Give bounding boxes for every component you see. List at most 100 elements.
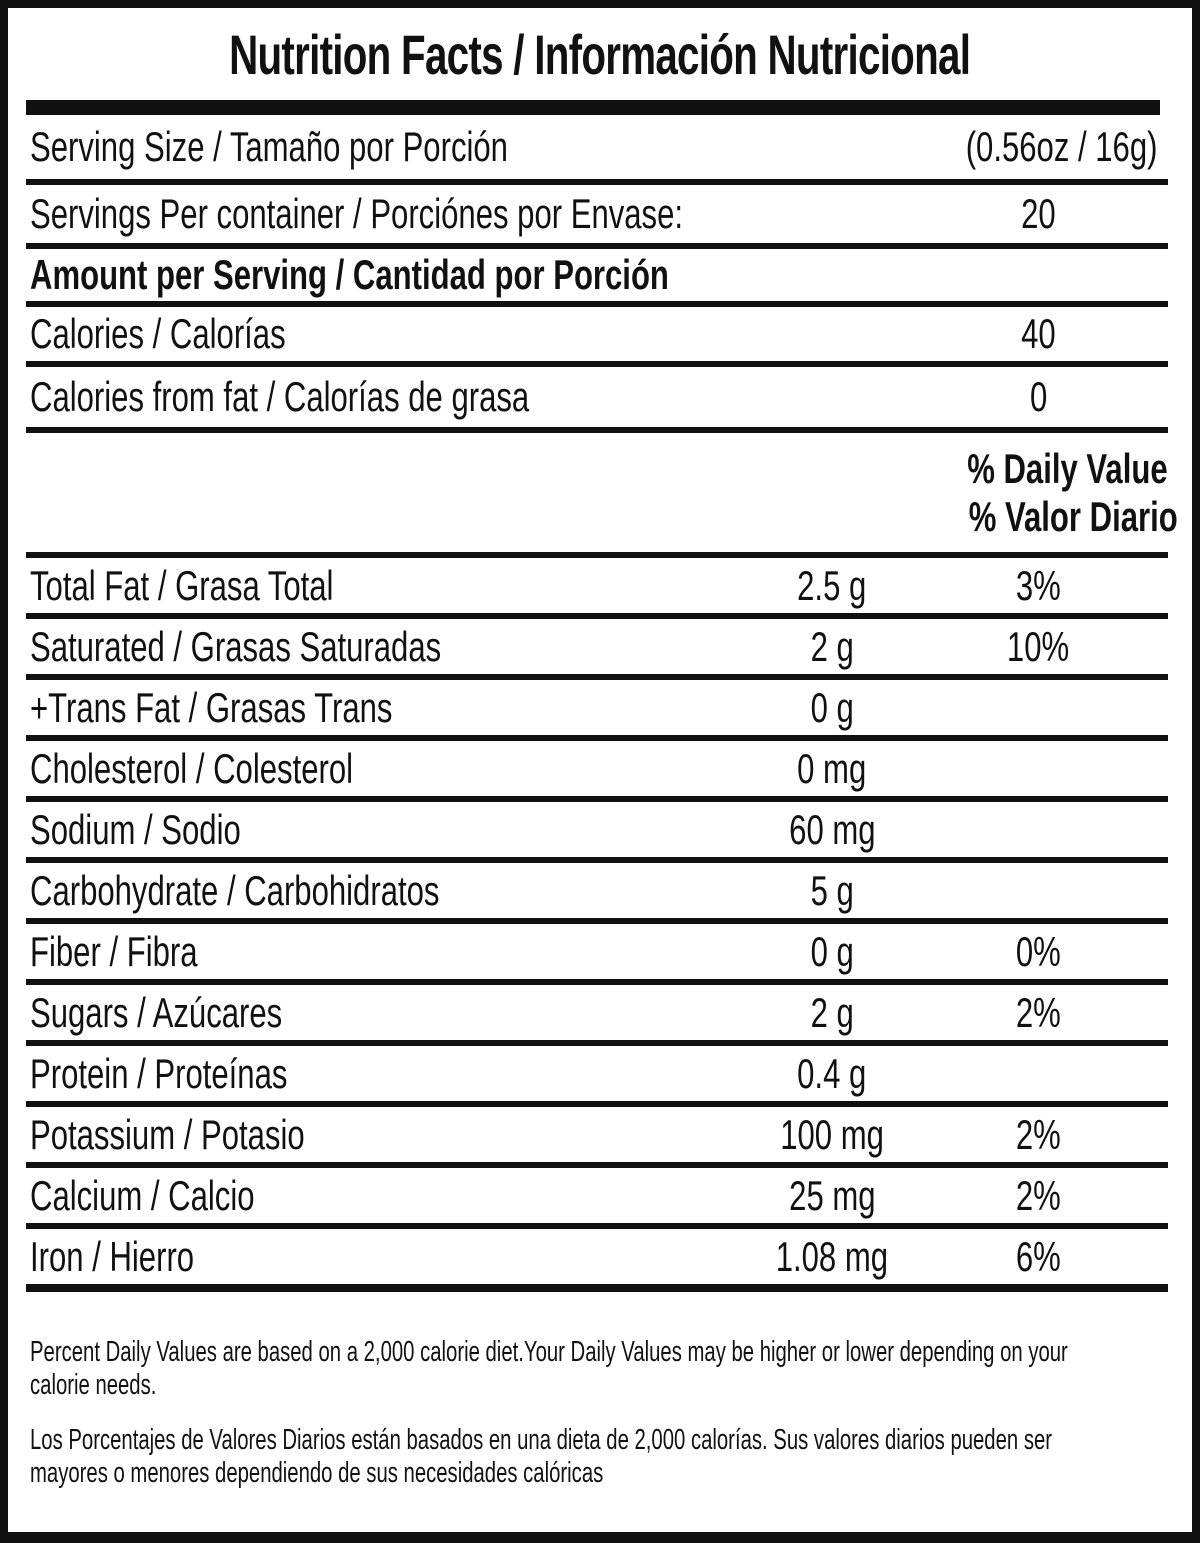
divider [26, 552, 1168, 558]
serving-size-value-cell: (0.56oz / 16g) [932, 123, 1158, 171]
nutrient-amount: 25 mg [788, 1171, 876, 1219]
calories-value: 40 [1021, 310, 1056, 357]
nutrient-row-saturated-fat: Saturated / Grasas Saturadas 2 g 10% [8, 619, 1192, 674]
nutrient-row-potassium: Potassium / Potasio 100 mg 2% [8, 1107, 1192, 1162]
servings-per-container-label: Servings Per container / Porciónes por E… [30, 190, 684, 237]
nutrient-row-carbohydrate: Carbohydrate / Carbohidratos 5 g [8, 863, 1192, 918]
footnote-spanish-line-1-text: Los Porcentajes de Valores Diarios están… [30, 1424, 1053, 1456]
nutrient-label: Fiber / Fibra [30, 927, 198, 975]
serving-size-row: Serving Size / Tamaño por Porción (0.56o… [8, 115, 1192, 179]
nutrient-dv-cell: 6% [932, 1233, 1145, 1281]
nutrient-amount: 0.4 g [797, 1049, 867, 1097]
nutrient-amount-cell: 2 g [732, 989, 932, 1037]
nutrient-row-total-fat: Total Fat / Grasa Total 2.5 g 3% [8, 558, 1192, 613]
divider [26, 1223, 1168, 1229]
nutrient-dv-cell [932, 867, 1145, 915]
nutrient-label-wrap: Total Fat / Grasa Total [30, 562, 732, 610]
calories-row: Calories / Calorías 40 [8, 307, 1192, 361]
divider [26, 361, 1168, 367]
nutrient-dv-cell: 2% [932, 989, 1145, 1037]
nutrient-label: Carbohydrate / Carbohidratos [30, 866, 440, 914]
label-title: Nutrition Facts / Información Nutriciona… [229, 22, 971, 86]
footnote-english-line-2-text: calorie needs. [30, 1369, 157, 1401]
footnote-english-line-2: calorie needs. [30, 1369, 1162, 1402]
nutrient-dv-cell [932, 1050, 1145, 1098]
nutrient-label: Iron / Hierro [30, 1232, 195, 1280]
footnote-english-line-1-text: Percent Daily Values are based on a 2,00… [30, 1336, 1068, 1368]
footnotes-section: Percent Daily Values are based on a 2,00… [8, 1292, 1192, 1532]
footnote-spanish-line-2: mayores o menores dependiendo de sus nec… [30, 1457, 1162, 1490]
divider [26, 1101, 1168, 1107]
divider-thick [26, 1284, 1168, 1292]
nutrient-row-calcium: Calcium / Calcio 25 mg 2% [8, 1168, 1192, 1223]
calories-from-fat-value: 0 [1029, 373, 1048, 420]
calories-label: Calories / Calorías [30, 310, 286, 357]
footnote-spanish-line-2-text: mayores o menores dependiendo de sus nec… [30, 1457, 604, 1489]
nutrient-amount-cell: 1.08 mg [732, 1233, 932, 1281]
nutrient-label-wrap: +Trans Fat / Grasas Trans [30, 684, 732, 732]
nutrient-dv-cell: 2% [932, 1111, 1145, 1159]
nutrient-label-wrap: Protein / Proteínas [30, 1050, 732, 1098]
nutrient-label: Protein / Proteínas [30, 1049, 288, 1097]
nutrient-amount-cell: 2 g [732, 623, 932, 671]
nutrient-dv: 10% [1007, 622, 1070, 670]
calories-from-fat-label-wrap: Calories from fat / Calorías de grasa [30, 373, 932, 421]
nutrient-label: Potassium / Potasio [30, 1110, 305, 1158]
nutrient-dv-cell: 3% [932, 562, 1145, 610]
nutrient-label: Total Fat / Grasa Total [30, 561, 334, 609]
label-title-block: Nutrition Facts / Información Nutriciona… [8, 8, 1192, 100]
nutrient-label: Cholesterol / Colesterol [30, 744, 354, 792]
divider [26, 857, 1168, 863]
nutrient-amount-cell: 25 mg [732, 1172, 932, 1220]
calories-value-cell: 40 [932, 310, 1145, 358]
daily-value-header-es-line: % Valor Diario [932, 493, 1178, 541]
nutrient-row-sugars: Sugars / Azúcares 2 g 2% [8, 985, 1192, 1040]
nutrient-amount: 2 g [810, 622, 854, 670]
divider [26, 735, 1168, 741]
nutrient-amount-cell: 0 g [732, 684, 932, 732]
amount-per-serving-header-wrap: Amount per Serving / Cantidad por Porció… [30, 251, 1145, 299]
nutrient-label-wrap: Saturated / Grasas Saturadas [30, 623, 732, 671]
servings-per-container-value-cell: 20 [932, 190, 1145, 238]
title-divider-bar [26, 100, 1160, 115]
divider [26, 427, 1168, 433]
nutrient-amount: 2 g [810, 988, 854, 1036]
nutrient-amount-cell: 60 mg [732, 806, 932, 854]
divider [26, 301, 1168, 307]
nutrient-amount: 5 g [810, 866, 854, 914]
nutrient-row-iron: Iron / Hierro 1.08 mg 6% [8, 1229, 1192, 1284]
amount-per-serving-header-row: Amount per Serving / Cantidad por Porció… [8, 249, 1192, 301]
divider [26, 1162, 1168, 1168]
servings-per-container-value: 20 [1021, 190, 1056, 237]
nutrient-amount-cell: 0.4 g [732, 1050, 932, 1098]
daily-value-header-es: % Valor Diario [968, 492, 1178, 540]
nutrient-amount-cell: 0 mg [732, 745, 932, 793]
calories-label-wrap: Calories / Calorías [30, 310, 932, 358]
nutrient-label-wrap: Potassium / Potasio [30, 1111, 732, 1159]
nutrient-amount: 0 mg [797, 744, 867, 792]
nutrient-dv: 0% [1016, 927, 1061, 975]
nutrient-label-wrap: Fiber / Fibra [30, 928, 732, 976]
serving-size-value: (0.56oz / 16g) [965, 123, 1158, 170]
nutrient-label-wrap: Cholesterol / Colesterol [30, 745, 732, 793]
nutrient-dv: 2% [1016, 1171, 1061, 1219]
divider [26, 918, 1168, 924]
calories-from-fat-value-cell: 0 [932, 373, 1145, 421]
daily-value-header-en-line: % Daily Value [932, 445, 1167, 493]
calories-from-fat-row: Calories from fat / Calorías de grasa 0 [8, 367, 1192, 427]
divider [26, 1040, 1168, 1046]
nutrient-dv: 3% [1016, 561, 1061, 609]
divider [26, 979, 1168, 985]
nutrient-label-wrap: Calcium / Calcio [30, 1172, 732, 1220]
divider [26, 179, 1168, 185]
nutrient-row-sodium: Sodium / Sodio 60 mg [8, 802, 1192, 857]
serving-size-label: Serving Size / Tamaño por Porción [30, 123, 508, 170]
nutrient-label-wrap: Sodium / Sodio [30, 806, 732, 854]
nutrient-dv-cell: 10% [932, 623, 1145, 671]
footnote-spanish-line-1: Los Porcentajes de Valores Diarios están… [30, 1424, 1162, 1457]
nutrient-dv-cell [932, 745, 1145, 793]
nutrient-dv: 2% [1016, 988, 1061, 1036]
daily-value-header-lines: % Daily Value % Valor Diario [932, 445, 1178, 541]
nutrient-dv-cell [932, 806, 1145, 854]
